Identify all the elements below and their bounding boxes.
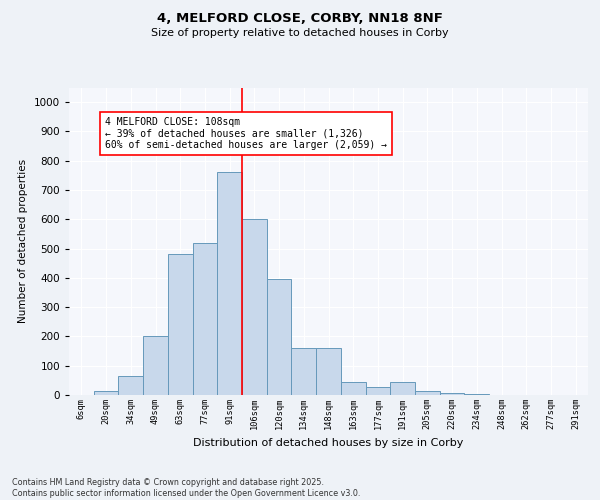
Text: Contains HM Land Registry data © Crown copyright and database right 2025.
Contai: Contains HM Land Registry data © Crown c… [12,478,361,498]
Y-axis label: Number of detached properties: Number of detached properties [18,159,28,324]
Bar [94,392,118,395]
Bar [464,394,489,395]
Bar [316,348,341,395]
Bar [415,392,440,395]
Text: 4 MELFORD CLOSE: 108sqm
← 39% of detached houses are smaller (1,326)
60% of semi: 4 MELFORD CLOSE: 108sqm ← 39% of detache… [105,117,387,150]
Text: Size of property relative to detached houses in Corby: Size of property relative to detached ho… [151,28,449,38]
Bar [242,220,267,395]
Bar [267,280,292,395]
Bar [341,382,365,395]
Bar [292,348,316,395]
Bar [440,392,464,395]
Bar [217,172,242,395]
Text: 4, MELFORD CLOSE, CORBY, NN18 8NF: 4, MELFORD CLOSE, CORBY, NN18 8NF [157,12,443,26]
Bar [365,387,390,395]
Bar [118,376,143,395]
Bar [143,336,168,395]
Bar [168,254,193,395]
Bar [390,382,415,395]
Bar [193,242,217,395]
X-axis label: Distribution of detached houses by size in Corby: Distribution of detached houses by size … [193,438,464,448]
